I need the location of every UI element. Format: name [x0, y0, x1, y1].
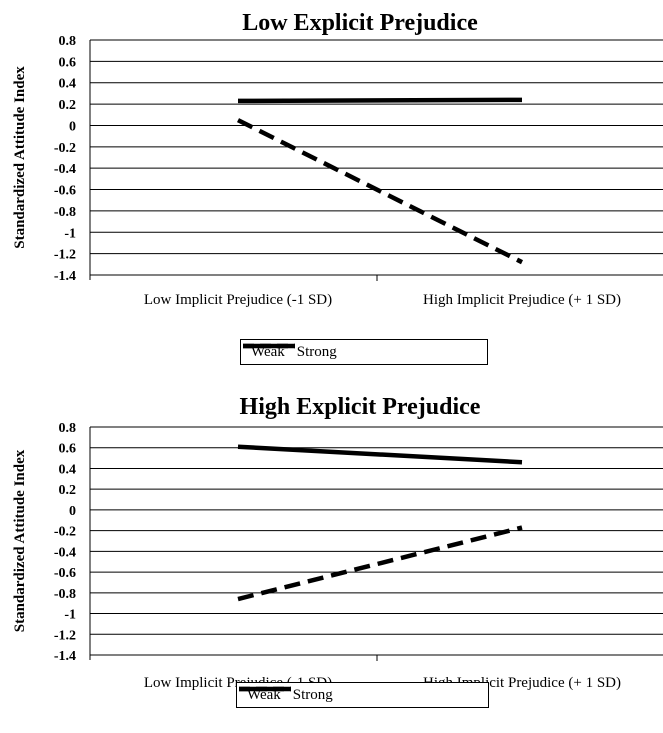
- chart-svg: Low Explicit Prejudice Standardized Attit…: [12, 10, 663, 308]
- y-tick-label: -1: [64, 226, 76, 241]
- series-line-strong: [237, 444, 523, 465]
- y-tick-label: -0.2: [54, 525, 76, 540]
- legend-item-strong: Strong: [243, 343, 337, 361]
- chart-title: Low Explicit Prejudice: [242, 10, 478, 36]
- y-tick-label: -0.6: [54, 566, 76, 581]
- y-tick-label: -1.2: [54, 628, 76, 643]
- legend-label: Strong: [292, 686, 333, 703]
- series-line-weak: [237, 525, 523, 602]
- y-tick-label: 0.2: [59, 483, 77, 498]
- legend: Weak Strong: [236, 682, 489, 708]
- y-tick-label: 0.6: [59, 442, 77, 457]
- chart-title: High Explicit Prejudice: [240, 394, 481, 420]
- y-axis-label: Standardized Attitude Index: [12, 449, 28, 632]
- chart-svg: High Explicit Prejudice Standardized Atti…: [12, 394, 663, 691]
- legend: Weak Strong: [240, 339, 488, 365]
- x-tick-label: High Implicit Prejudice (+ 1 SD): [423, 292, 621, 308]
- chart-high-explicit-prejudice: High Explicit Prejudice Standardized Atti…: [0, 384, 663, 733]
- y-tick-label: 0: [69, 504, 76, 519]
- y-tick-label: 0.8: [59, 421, 77, 436]
- chart-low-explicit-prejudice: Low Explicit Prejudice Standardized Attit…: [12, 10, 663, 365]
- y-axis-label: Standardized Attitude Index: [12, 66, 28, 249]
- y-tick-label: 0.4: [59, 77, 77, 92]
- legend-swatch-strong: [239, 686, 291, 692]
- y-tick-label: -0.6: [54, 184, 76, 199]
- y-tick-label: -0.8: [54, 205, 76, 220]
- series-line-weak: [236, 118, 524, 265]
- legend-label: Strong: [296, 343, 337, 360]
- y-tick-label: -0.2: [54, 141, 76, 156]
- y-tick-label: 0.2: [59, 98, 77, 113]
- y-tick-label: -1.4: [54, 269, 76, 284]
- y-tick-label: -1: [64, 608, 76, 623]
- series-line-strong: [237, 97, 523, 104]
- legend-swatch-strong: [243, 343, 295, 349]
- y-tick-label: -1.2: [54, 248, 76, 263]
- y-tick-label: 0: [69, 119, 76, 134]
- y-tick-label: -0.8: [54, 587, 76, 602]
- y-tick-label: -0.4: [54, 545, 76, 560]
- y-tick-label: 0.8: [59, 34, 77, 49]
- x-tick-label: Low Implicit Prejudice (-1 SD): [144, 292, 332, 308]
- y-tick-label: -1.4: [54, 649, 76, 664]
- legend-item-strong: Strong: [239, 686, 333, 704]
- y-tick-label: 0.6: [59, 55, 77, 70]
- y-tick-label: 0.4: [59, 462, 77, 477]
- y-tick-label: -0.4: [54, 162, 76, 177]
